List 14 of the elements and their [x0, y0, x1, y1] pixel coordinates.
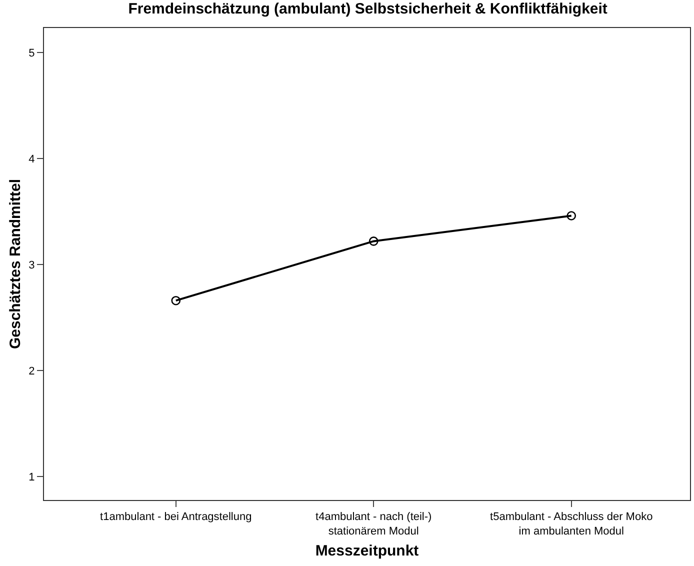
point — [566, 211, 576, 220]
y-tick-label: 3 — [28, 259, 35, 272]
chart-title: Fremdeinschätzung (ambulant) Selbstsicherheit & Konfliktfähigkeit — [128, 0, 608, 18]
point — [368, 236, 378, 246]
x-tick-label: t5ambulant - Abschluss der Moko im ambulanten Modul — [490, 511, 653, 538]
x-axis-title: Messzeitpunkt — [315, 542, 419, 560]
y-tick-label: 2 — [28, 365, 35, 378]
y-axis-title: Geschätztes Randmittel — [6, 178, 24, 350]
y-tick-label: 5 — [28, 47, 35, 60]
x-tick-label: t1ambulant - bei Antragstellung — [100, 511, 252, 524]
y-tick-label: 1 — [28, 472, 35, 484]
x-tick-label: t4ambulant - nach (teil-) stationärem Modul — [316, 511, 432, 538]
point — [171, 296, 181, 306]
y-tick-label: 4 — [28, 153, 35, 166]
